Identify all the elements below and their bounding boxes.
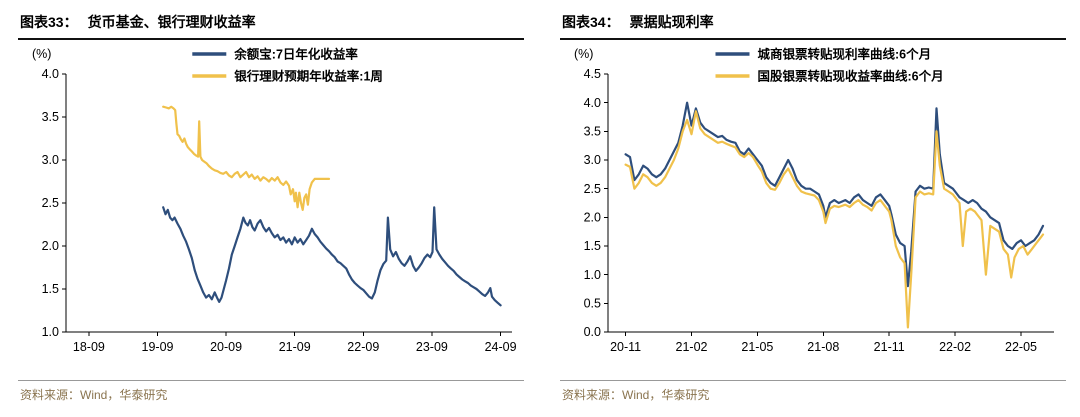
svg-text:21-08: 21-08: [807, 340, 839, 354]
svg-text:21-11: 21-11: [874, 340, 905, 354]
figure-34-chart-svg: 0.0 0.5 1.0 1.5 2.0 2.5 3.0 3.5 4.0 4.5 20-11 21-02…: [574, 47, 1054, 354]
svg-text:0.5: 0.5: [584, 297, 601, 311]
figure-33-source-text: 资料来源：Wind，华泰研究: [20, 388, 168, 402]
svg-text:1.5: 1.5: [584, 239, 601, 253]
figure-33-chart: 1.0 1.5 2.0 2.5 3.0 3.5 4.0 18-09 19-09 20-09 21-0…: [18, 46, 524, 368]
svg-text:4.0: 4.0: [42, 67, 59, 81]
figure-33-number: 图表33：: [20, 14, 78, 30]
svg-text:2.0: 2.0: [584, 211, 601, 225]
figure-33-footer: 资料来源：Wind，华泰研究: [18, 380, 524, 403]
figure-34-chart: 0.0 0.5 1.0 1.5 2.0 2.5 3.0 3.5 4.0 4.5 20-11 21-02…: [560, 46, 1066, 368]
svg-text:1.0: 1.0: [42, 325, 59, 339]
svg-text:24-09: 24-09: [485, 340, 517, 354]
svg-text:18-09: 18-09: [73, 340, 105, 354]
svg-text:2.5: 2.5: [42, 196, 59, 210]
svg-text:22-02: 22-02: [939, 340, 971, 354]
svg-text:(%): (%): [574, 47, 593, 61]
svg-text:1.5: 1.5: [42, 282, 59, 296]
figure-34-source-text: 资料来源：Wind，华泰研究: [562, 388, 710, 402]
svg-text:19-09: 19-09: [142, 340, 174, 354]
svg-text:21-02: 21-02: [676, 340, 708, 354]
svg-text:3.0: 3.0: [42, 153, 59, 167]
figure-34-panel: 图表34： 票据贴现利率 0.0 0.5 1.0 1.5 2.0 2.5 3.0 3.5 4.0…: [560, 8, 1066, 403]
svg-text:银行理财预期年收益率:1周: 银行理财预期年收益率:1周: [234, 69, 383, 84]
svg-text:22-05: 22-05: [1005, 340, 1037, 354]
svg-text:0.0: 0.0: [584, 325, 601, 339]
svg-text:城商银票转贴现利率曲线:6个月: 城商银票转贴现利率曲线:6个月: [758, 47, 932, 62]
figure-33-panel: 图表33： 货币基金、银行理财收益率 1.0 1.5 2.0 2.5 3.0 3.5 4.0…: [18, 8, 524, 403]
figure-33-chart-svg: 1.0 1.5 2.0 2.5 3.0 3.5 4.0 18-09 19-09 20-09 21-0…: [32, 47, 517, 355]
svg-text:(%): (%): [32, 47, 51, 61]
svg-text:21-09: 21-09: [279, 340, 311, 354]
figure-34-footer: 资料来源：Wind，华泰研究: [560, 380, 1066, 403]
svg-text:22-09: 22-09: [347, 340, 379, 354]
svg-text:1.0: 1.0: [584, 268, 601, 282]
svg-text:4.0: 4.0: [584, 96, 601, 110]
figure-34-title: 票据贴现利率: [629, 14, 714, 30]
svg-text:3.0: 3.0: [584, 153, 601, 167]
figure-33-title: 货币基金、银行理财收益率: [87, 14, 256, 30]
figure-34-number: 图表34：: [562, 14, 620, 30]
svg-text:2.5: 2.5: [584, 182, 601, 196]
svg-text:国股银票转贴现收益率曲线:6个月: 国股银票转贴现收益率曲线:6个月: [758, 69, 944, 84]
svg-text:23-09: 23-09: [416, 340, 448, 354]
svg-text:3.5: 3.5: [42, 110, 59, 124]
svg-text:2.0: 2.0: [42, 239, 59, 253]
svg-text:4.5: 4.5: [584, 67, 601, 81]
svg-text:余额宝:7日年化收益率: 余额宝:7日年化收益率: [233, 47, 358, 62]
svg-text:20-11: 20-11: [610, 340, 641, 354]
svg-text:20-09: 20-09: [210, 340, 242, 354]
svg-text:21-05: 21-05: [741, 340, 773, 354]
figure-34-header: 图表34： 票据贴现利率: [560, 8, 1066, 40]
svg-text:3.5: 3.5: [584, 125, 601, 139]
figure-33-header: 图表33： 货币基金、银行理财收益率: [18, 8, 524, 40]
